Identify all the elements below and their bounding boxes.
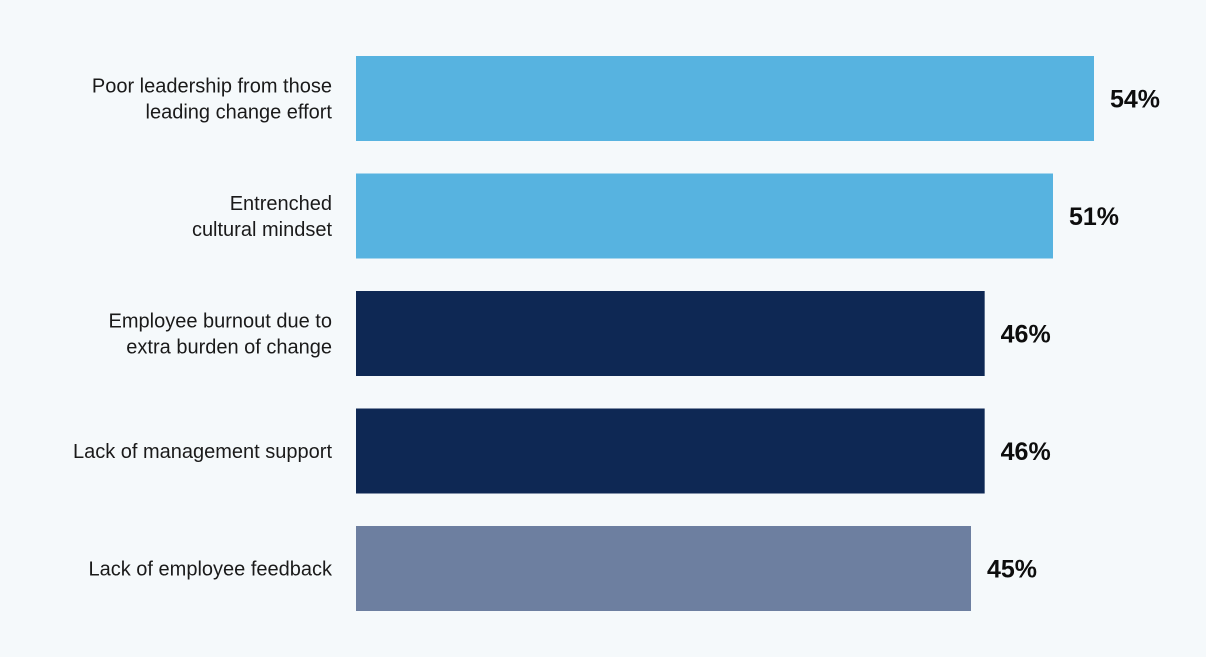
bar-1 — [356, 173, 1053, 259]
value-label-2: 46% — [1001, 321, 1051, 349]
category-label-4: Lack of employee feedback — [89, 559, 333, 581]
bar-3 — [356, 408, 985, 494]
category-label-line: Employee burnout due to — [109, 311, 333, 333]
category-label-2: Employee burnout due to extra burden of c… — [109, 311, 333, 359]
category-label-line: extra burden of change — [126, 337, 332, 359]
category-label-0: Poor leadership from those leading change… — [92, 76, 333, 124]
category-label-1: Entrenched cultural mindset — [192, 193, 333, 241]
value-label-4: 45% — [987, 556, 1037, 584]
category-label-line: Poor leadership from those — [92, 76, 332, 98]
value-label-3: 46% — [1001, 438, 1051, 466]
category-label-line: cultural mindset — [192, 219, 333, 241]
category-label-line: Entrenched — [230, 193, 332, 215]
value-label-1: 51% — [1069, 203, 1119, 231]
category-label-line: Lack of employee feedback — [89, 559, 333, 581]
bar-0 — [356, 56, 1094, 141]
value-label-0: 54% — [1110, 86, 1160, 114]
bar-4 — [356, 526, 971, 611]
category-label-3: Lack of management support — [73, 441, 332, 463]
category-label-line: Lack of management support — [73, 441, 332, 463]
bar-2 — [356, 291, 985, 376]
category-label-line: leading change effort — [146, 102, 333, 124]
